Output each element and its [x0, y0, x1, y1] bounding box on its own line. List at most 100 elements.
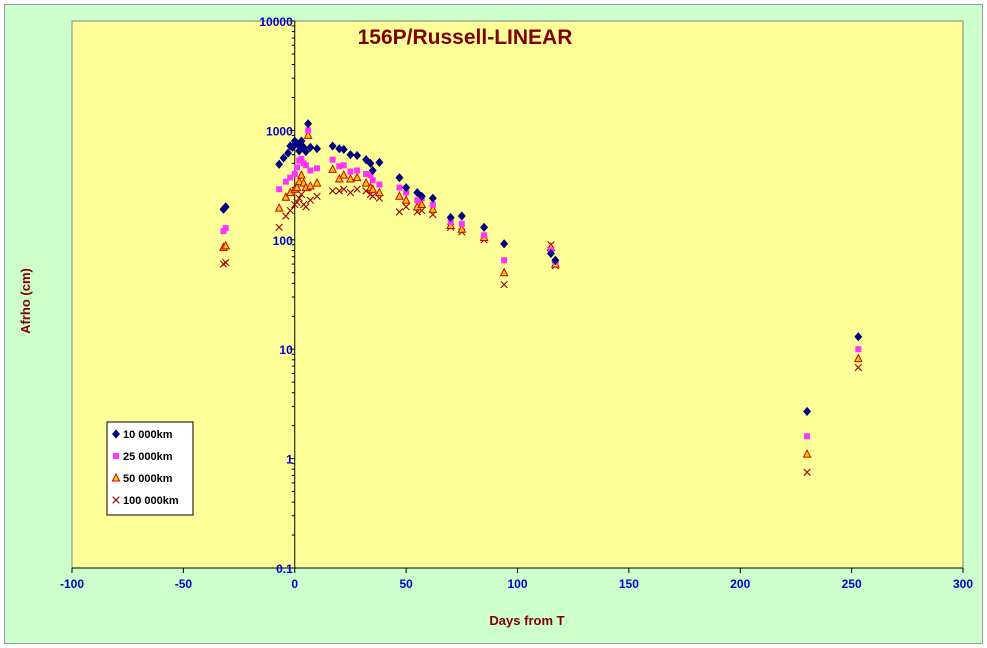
chart-area: -100 -50 0 50 100 150 200 250 300 0.1 1 10 100 1000 10…: [4, 4, 983, 644]
x-tick-label: 150: [619, 577, 639, 591]
y-tick-label: 0.1: [276, 562, 293, 576]
data-point-square: [347, 168, 354, 175]
data-point-x: [313, 192, 321, 200]
data-point-diamond: [446, 212, 455, 223]
data-point-square: [287, 174, 294, 181]
data-point-triangle: [346, 173, 355, 183]
data-point-square: [336, 163, 343, 170]
data-point-square: [403, 189, 410, 196]
data-point-triangle: [361, 177, 371, 187]
x-tick-label: 0: [291, 577, 298, 591]
data-point-square: [293, 164, 300, 171]
data-point-diamond: [402, 183, 411, 193]
data-point-diamond: [304, 119, 313, 129]
data-point-diamond: [328, 141, 337, 151]
data-point-diamond: [368, 165, 377, 176]
data-point-square: [302, 162, 309, 169]
data-point-square: [305, 127, 312, 134]
x-tick-label: 300: [953, 577, 973, 591]
data-point-diamond: [854, 332, 863, 342]
data-point-square: [307, 167, 314, 174]
data-point-triangle: [401, 195, 411, 204]
data-point-square: [113, 453, 119, 459]
chart-title: 156P/Russell-LINEAR: [358, 26, 573, 49]
data-point-x: [112, 496, 120, 504]
data-point-square: [501, 257, 508, 264]
data-point-triangle: [111, 472, 121, 482]
data-point-x: [500, 280, 508, 289]
data-point-square: [396, 184, 403, 191]
ticks: -100 -50 0 50 100 150 200 250 300 0.1 1 10 100 1000 10…: [60, 15, 973, 591]
data-point-triangle: [374, 187, 384, 197]
data-point-triangle: [274, 202, 284, 212]
data-point-triangle: [221, 240, 231, 250]
data-point-x: [369, 192, 377, 200]
y-tick-label: 1: [286, 453, 293, 467]
data-point-triangle: [368, 184, 378, 193]
data-point-x: [282, 212, 290, 220]
data-point-diamond: [297, 136, 306, 146]
data-point-triangle: [395, 191, 404, 200]
data-point-diamond: [375, 157, 384, 167]
series-10-000km: [219, 119, 863, 416]
data-point-triangle: [417, 199, 427, 209]
data-point-x: [346, 188, 355, 197]
legend-entry: 25 000km: [113, 451, 173, 463]
data-point-square: [481, 232, 488, 239]
data-point-triangle: [339, 170, 349, 179]
x-tick-label: 100: [507, 577, 527, 591]
data-point-x: [854, 363, 862, 372]
data-point-diamond: [313, 144, 321, 154]
data-point-diamond: [417, 191, 426, 201]
data-point-x: [275, 223, 283, 232]
legend-label: 25 000km: [123, 451, 173, 463]
data-point-x: [335, 187, 343, 195]
data-points: [219, 119, 863, 476]
data-point-diamond: [346, 150, 355, 160]
data-point-square: [298, 155, 305, 162]
data-point-diamond: [284, 148, 293, 158]
data-point-diamond: [480, 222, 489, 232]
data-point-square: [340, 162, 347, 169]
y-tick-label: 100: [273, 234, 293, 248]
data-point-square: [314, 165, 321, 172]
data-point-square: [447, 219, 454, 226]
data-point-diamond: [353, 150, 362, 161]
legend-entry: 50 000km: [111, 472, 173, 485]
data-point-square: [291, 170, 298, 177]
data-point-triangle: [457, 224, 467, 233]
data-point-diamond: [413, 188, 422, 198]
data-point-diamond: [295, 146, 304, 156]
data-point-square: [329, 156, 336, 163]
data-point-diamond: [221, 202, 230, 212]
legend: 10 000km 25 000km 50 000km 100 000km: [106, 421, 194, 516]
data-point-x: [340, 185, 348, 193]
data-point-square: [276, 186, 283, 193]
x-axis-title: Days from T: [489, 613, 564, 628]
data-point-triangle: [802, 448, 812, 458]
data-point-square: [458, 220, 465, 227]
x-tick-label: 50: [399, 577, 413, 591]
data-point-diamond: [362, 155, 370, 165]
data-point-diamond: [339, 144, 348, 154]
data-point-diamond: [301, 147, 310, 157]
data-point-square: [222, 225, 229, 232]
scatter-chart: -100 -50 0 50 100 150 200 250 300 0.1 1 10 100 1000 10…: [18, 15, 973, 628]
data-point-diamond: [112, 429, 120, 439]
data-point-square: [429, 201, 436, 208]
x-tick-label: 200: [730, 577, 750, 591]
data-point-x: [222, 258, 230, 267]
data-point-triangle: [328, 164, 338, 173]
data-point-square: [363, 170, 370, 177]
data-point-square: [369, 177, 376, 184]
data-point-diamond: [335, 144, 344, 154]
data-point-x: [395, 208, 404, 216]
data-point-diamond: [306, 142, 315, 152]
data-point-square: [414, 197, 421, 204]
data-point-diamond: [551, 255, 560, 265]
data-point-diamond: [803, 406, 812, 416]
data-point-triangle: [853, 353, 863, 363]
data-point-diamond: [428, 193, 437, 203]
x-tick-label: 250: [842, 577, 862, 591]
data-point-diamond: [366, 158, 375, 168]
